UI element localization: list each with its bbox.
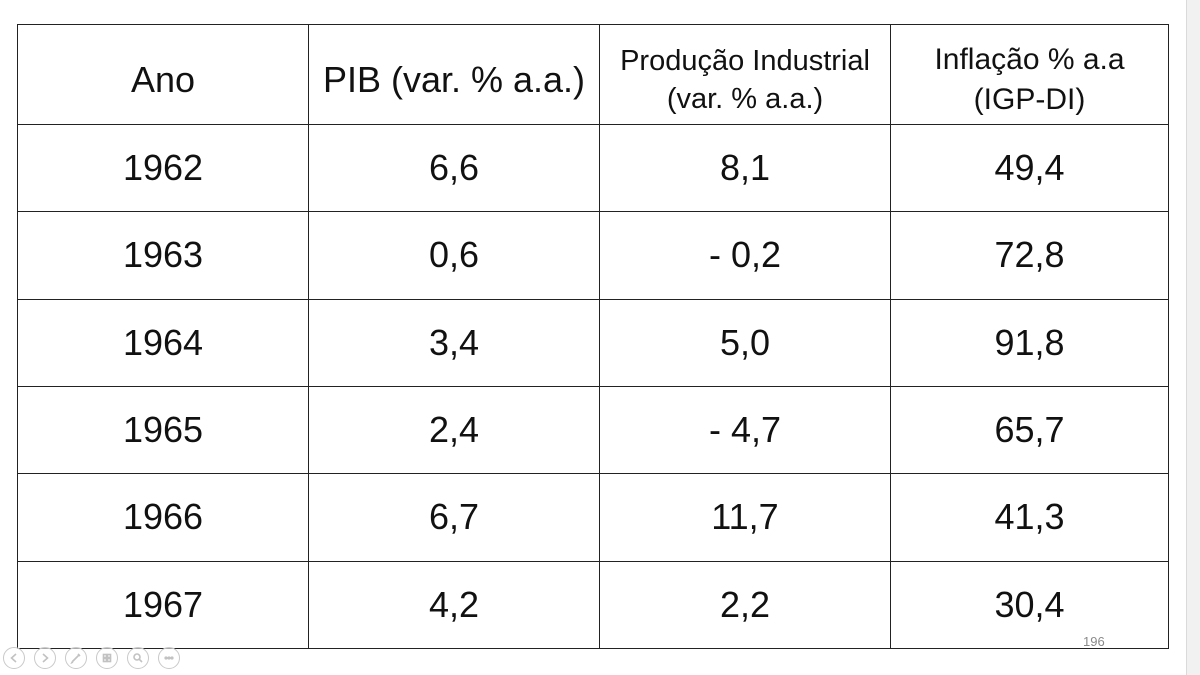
table-row: 1964 3,4 5,0 91,8 xyxy=(17,298,1169,387)
more-options-icon xyxy=(164,656,174,660)
pen-icon xyxy=(70,653,81,664)
cell-producao: 5,0 xyxy=(599,298,891,387)
table-row: 1965 2,4 - 4,7 65,7 xyxy=(17,385,1169,475)
cell-ano: 1967 xyxy=(17,560,309,650)
data-table: Ano PIB (var. % a.a.) Produção Industria… xyxy=(17,24,1169,650)
cell-pib: 6,6 xyxy=(308,123,600,213)
cell-ano: 1966 xyxy=(17,473,309,562)
cell-ano: 1964 xyxy=(17,298,309,387)
window-edge xyxy=(1186,0,1200,675)
cell-pib: 0,6 xyxy=(308,211,600,300)
zoom-icon xyxy=(133,653,143,663)
cell-ano: 1965 xyxy=(17,385,309,475)
cell-producao: 8,1 xyxy=(599,123,891,213)
next-slide-button[interactable] xyxy=(34,647,56,669)
cell-producao: - 0,2 xyxy=(599,211,891,300)
pen-button[interactable] xyxy=(65,647,87,669)
next-slide-icon xyxy=(42,653,49,663)
cell-ano: 1962 xyxy=(17,123,309,213)
zoom-button[interactable] xyxy=(127,647,149,669)
slideshow-toolbar xyxy=(3,646,180,670)
header-inflacao-line2: (IGP-DI) xyxy=(973,82,1086,116)
cell-pib: 3,4 xyxy=(308,298,600,387)
cell-producao: - 4,7 xyxy=(599,385,891,475)
header-pib-label: PIB (var. % a.a.) xyxy=(322,58,586,100)
table-row: 1966 6,7 11,7 41,3 xyxy=(17,473,1169,562)
header-inflacao: Inflação % a.a (IGP-DI) xyxy=(890,24,1169,125)
header-inflacao-line1: Inflação % a.a xyxy=(934,42,1125,76)
cell-pib: 6,7 xyxy=(308,473,600,562)
cell-ano: 1963 xyxy=(17,211,309,300)
cell-inflacao: 65,7 xyxy=(890,385,1169,475)
table-row: 1963 0,6 - 0,2 72,8 xyxy=(17,211,1169,300)
cell-inflacao: 72,8 xyxy=(890,211,1169,300)
slide-page-number: 196 xyxy=(1083,634,1105,649)
cell-inflacao: 49,4 xyxy=(890,123,1169,213)
cell-producao: 11,7 xyxy=(599,473,891,562)
slides-grid-icon xyxy=(102,653,112,663)
header-ano-label: Ano xyxy=(130,58,196,100)
cell-inflacao: 30,4 xyxy=(890,560,1169,650)
cell-producao: 2,2 xyxy=(599,560,891,650)
header-ano: Ano xyxy=(17,24,309,125)
previous-slide-button[interactable] xyxy=(3,647,25,669)
cell-inflacao: 91,8 xyxy=(890,298,1169,387)
table-row: 1967 4,2 2,2 30,4 xyxy=(17,560,1169,650)
more-options-button[interactable] xyxy=(158,647,180,669)
header-producao-line1: Produção Industrial xyxy=(620,44,870,77)
table-header-row: Ano PIB (var. % a.a.) Produção Industria… xyxy=(17,24,1169,125)
header-pib: PIB (var. % a.a.) xyxy=(308,24,600,125)
cell-pib: 4,2 xyxy=(308,560,600,650)
cell-inflacao: 41,3 xyxy=(890,473,1169,562)
slides-grid-button[interactable] xyxy=(96,647,118,669)
cell-pib: 2,4 xyxy=(308,385,600,475)
previous-slide-icon xyxy=(10,653,17,663)
table-row: 1962 6,6 8,1 49,4 xyxy=(17,123,1169,213)
header-producao-industrial: Produção Industrial (var. % a.a.) xyxy=(599,24,891,125)
header-producao-line2: (var. % a.a.) xyxy=(666,82,824,115)
